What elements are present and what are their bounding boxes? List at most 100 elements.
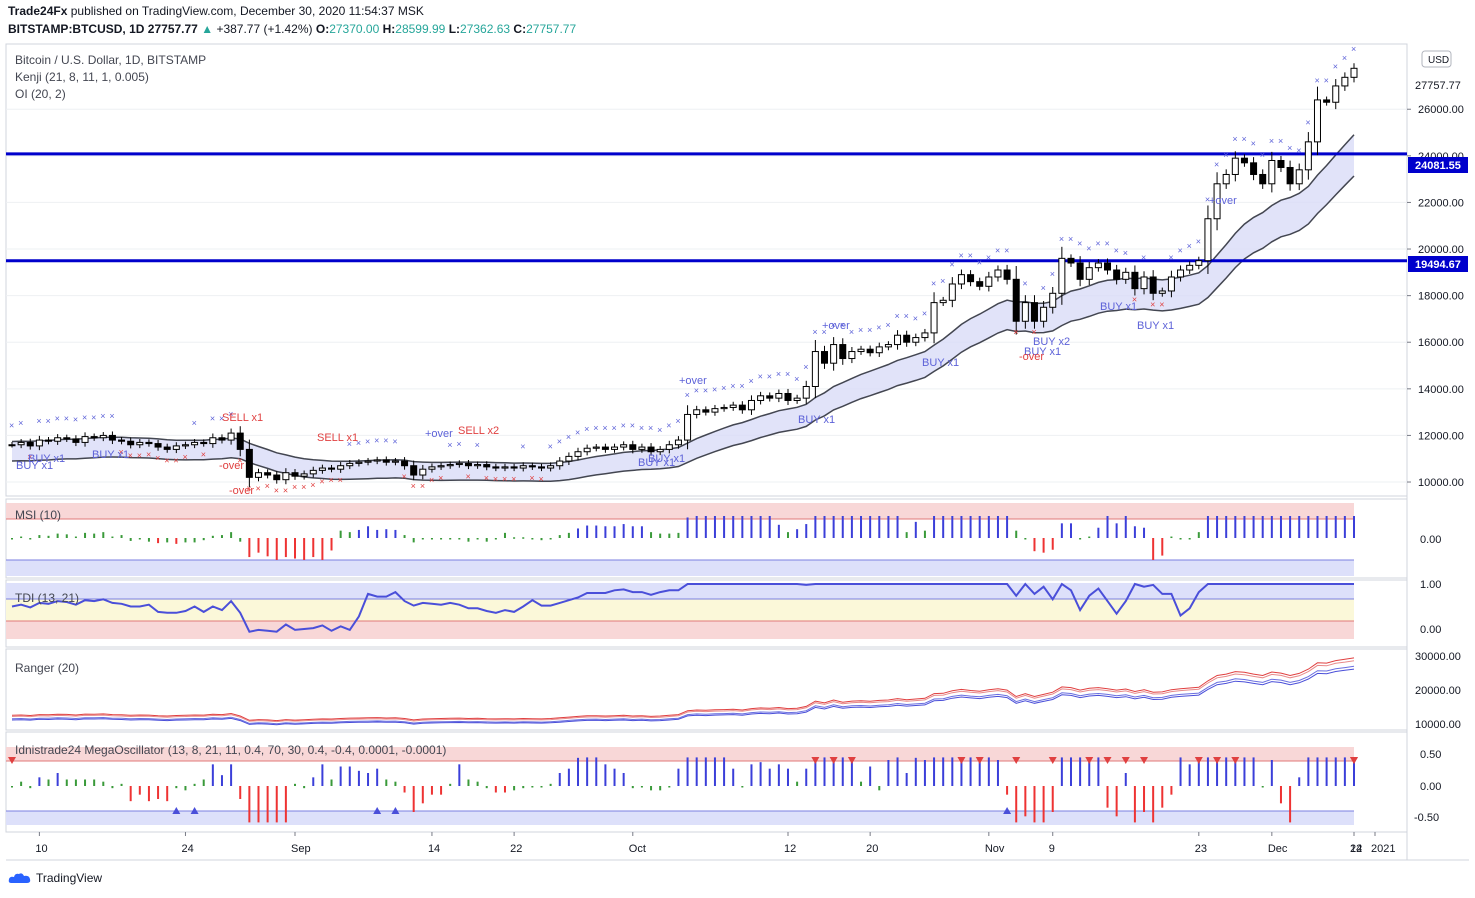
msi-bar <box>485 538 488 542</box>
stop-marker: × <box>1095 239 1100 249</box>
mega-bar <box>1234 757 1237 786</box>
candle-body <box>1222 173 1230 185</box>
candle <box>118 436 126 445</box>
msi-bar <box>1353 516 1355 538</box>
mega-bar <box>74 779 77 786</box>
msi-bar <box>1252 516 1255 538</box>
candle-body <box>1149 276 1157 294</box>
msi-bar <box>1234 516 1237 538</box>
candle <box>930 292 938 344</box>
candle-body <box>574 451 582 457</box>
candle-body <box>1295 169 1303 185</box>
sell-arrow <box>1213 757 1222 764</box>
candle-body <box>875 346 883 354</box>
msi-bar <box>522 537 525 539</box>
candle <box>1295 163 1303 191</box>
upper-level-tag-text: 24081.55 <box>1415 160 1461 172</box>
msi-bar <box>248 538 251 558</box>
stop-marker: × <box>164 455 169 465</box>
msi-bar <box>467 538 470 542</box>
mega-bar <box>394 781 397 786</box>
candle <box>1030 295 1038 329</box>
msi-bar <box>996 516 999 538</box>
over-label: -over <box>229 485 254 497</box>
mega-bar <box>613 768 616 786</box>
mega-bar <box>914 757 917 786</box>
stop-marker: × <box>575 427 580 437</box>
candle <box>693 405 701 419</box>
candle-body <box>355 461 363 464</box>
msi-bar <box>175 538 178 544</box>
candle <box>90 433 98 441</box>
low-value: 27362.63 <box>460 22 511 36</box>
msi-bar <box>841 516 844 538</box>
mega-bar <box>485 786 488 789</box>
close-value: 27757.77 <box>526 22 577 36</box>
candle-body <box>1058 257 1066 294</box>
close-label: C: <box>513 22 527 36</box>
tradingview-logo[interactable]: TradingView <box>8 871 102 885</box>
candle-body <box>227 432 235 441</box>
candle-body <box>264 472 272 476</box>
candle-body <box>90 436 98 439</box>
msi-bar <box>805 524 808 538</box>
msi-bar <box>394 529 397 538</box>
msi-bar <box>239 538 242 542</box>
price-axis[interactable]: 26000.0024000.0022000.0020000.0018000.00… <box>1407 104 1464 489</box>
msi-bar <box>84 532 87 538</box>
msi-bar <box>549 538 552 540</box>
candle-body <box>821 351 829 364</box>
candle <box>346 460 354 470</box>
candle-body <box>656 448 664 453</box>
msi-bar <box>476 538 479 540</box>
mega-bar <box>1216 757 1219 786</box>
candle-body <box>1350 67 1358 78</box>
msi-bar <box>376 529 379 538</box>
stop-marker: × <box>639 423 644 433</box>
mega-bar <box>1170 786 1173 795</box>
stop-marker: × <box>1342 53 1347 63</box>
candle-body <box>912 337 920 343</box>
candle <box>1040 300 1048 328</box>
stop-marker: × <box>27 452 32 462</box>
stop-marker: × <box>520 441 525 451</box>
candle <box>1149 270 1157 301</box>
msi-bar <box>1097 527 1100 538</box>
currency-badge[interactable]: USD <box>1421 50 1452 68</box>
sell-arrow <box>1048 757 1057 764</box>
stop-marker: × <box>173 455 178 465</box>
stop-marker: × <box>630 420 635 430</box>
msi-bar <box>312 538 315 558</box>
candle-body <box>446 464 454 467</box>
mega-bar <box>376 768 379 786</box>
mega-bar <box>823 757 826 786</box>
mega-bar <box>476 781 479 786</box>
mega-bar <box>786 768 789 786</box>
candle <box>757 391 765 405</box>
sell-arrow <box>1194 757 1203 764</box>
candle <box>985 271 993 292</box>
candle <box>364 457 372 466</box>
msi-bar <box>284 538 287 558</box>
mega-bar <box>723 757 726 786</box>
candle <box>355 459 363 467</box>
candle <box>866 345 874 357</box>
ranger-line <box>11 665 1355 725</box>
candle-body <box>830 344 838 364</box>
candle <box>894 330 902 350</box>
msi-bar <box>768 516 771 538</box>
candle-body <box>245 448 253 478</box>
candle <box>884 341 892 351</box>
stop-marker: × <box>1150 299 1155 309</box>
candle <box>108 431 116 445</box>
stop-marker: × <box>748 376 753 386</box>
candle <box>656 446 664 456</box>
msi-bar <box>1152 538 1155 560</box>
upper-level-tag <box>1408 157 1468 173</box>
mega-bar <box>1124 773 1127 786</box>
candle-body <box>291 472 299 477</box>
candle <box>711 404 719 416</box>
candle-body <box>775 392 783 399</box>
